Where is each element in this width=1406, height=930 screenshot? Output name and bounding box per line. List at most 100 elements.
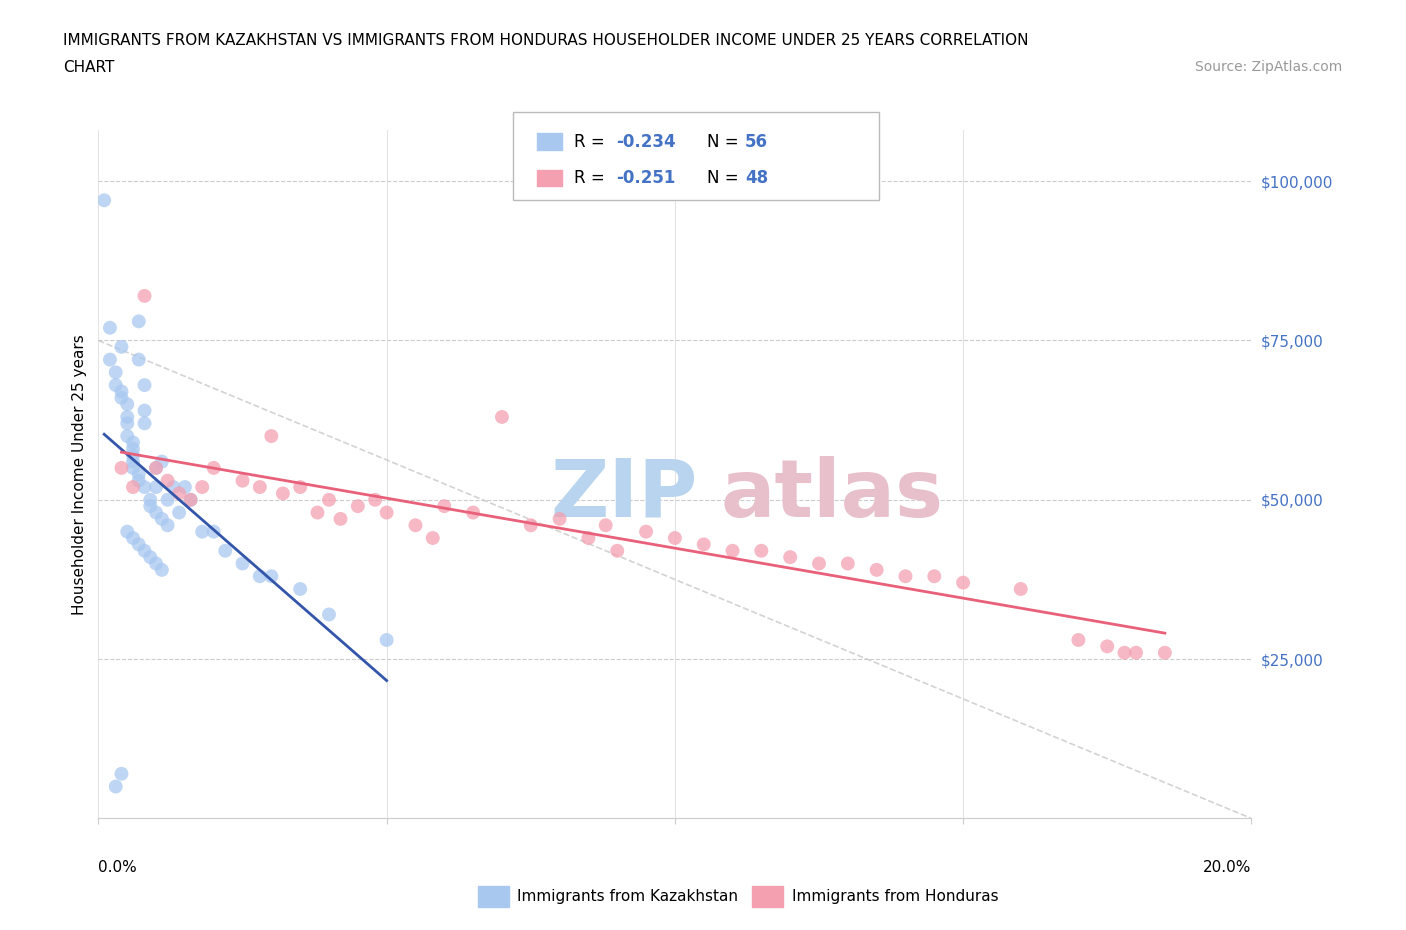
Point: [150, 512, 173, 526]
Point: [104, 378, 127, 392]
Point: [167, 505, 190, 520]
Point: [139, 550, 162, 565]
Text: CHART: CHART: [63, 60, 115, 75]
Point: [122, 480, 145, 495]
Point: [405, 518, 427, 533]
Point: [139, 492, 162, 507]
Point: [1067, 632, 1090, 647]
Point: [636, 525, 658, 539]
Point: [664, 531, 686, 546]
Text: -0.234: -0.234: [616, 133, 675, 151]
Point: [249, 480, 271, 495]
Point: [110, 391, 132, 405]
Point: [693, 537, 716, 551]
Point: [145, 556, 167, 571]
Text: Source: ZipAtlas.com: Source: ZipAtlas.com: [1195, 60, 1343, 74]
Point: [180, 492, 202, 507]
Point: [307, 505, 329, 520]
Point: [231, 473, 254, 488]
Point: [329, 512, 352, 526]
Point: [167, 486, 190, 501]
Point: [290, 581, 312, 596]
Point: [98, 352, 121, 367]
Point: [180, 492, 202, 507]
Point: [520, 518, 543, 533]
Point: [122, 454, 145, 469]
Point: [134, 288, 156, 303]
Point: [231, 556, 254, 571]
Point: [721, 543, 744, 558]
Point: [606, 543, 628, 558]
Point: [375, 632, 398, 647]
Point: [1125, 645, 1147, 660]
Point: [779, 550, 801, 565]
Text: 56: 56: [745, 133, 768, 151]
Point: [491, 409, 513, 424]
Point: [150, 454, 173, 469]
Point: [202, 460, 225, 475]
Point: [145, 460, 167, 475]
Point: [202, 525, 225, 539]
Point: [117, 429, 138, 444]
Point: [837, 556, 859, 571]
Text: 48: 48: [745, 169, 768, 187]
Point: [104, 779, 127, 794]
Point: [128, 467, 150, 482]
Point: [110, 384, 132, 399]
Point: [134, 403, 156, 418]
Point: [249, 569, 271, 584]
Point: [422, 531, 444, 546]
Point: [104, 365, 127, 379]
Point: [346, 498, 368, 513]
Point: [191, 525, 214, 539]
Point: [128, 352, 150, 367]
Point: [1153, 645, 1175, 660]
Point: [1010, 581, 1032, 596]
Point: [134, 416, 156, 431]
Text: atlas: atlas: [721, 456, 943, 534]
Point: [260, 569, 283, 584]
Point: [578, 531, 600, 546]
Point: [595, 518, 617, 533]
Point: [807, 556, 830, 571]
Point: [866, 563, 889, 578]
Point: [134, 378, 156, 392]
Point: [461, 505, 484, 520]
Text: Immigrants from Honduras: Immigrants from Honduras: [792, 889, 998, 904]
Point: [122, 435, 145, 450]
Point: [1097, 639, 1119, 654]
Point: [156, 473, 179, 488]
Point: [271, 486, 294, 501]
Point: [174, 480, 197, 495]
Text: 0.0%: 0.0%: [98, 859, 138, 875]
Point: [290, 480, 312, 495]
Text: N =: N =: [707, 133, 744, 151]
Point: [134, 543, 156, 558]
Point: [751, 543, 773, 558]
Point: [364, 492, 387, 507]
Point: [156, 518, 179, 533]
Point: [214, 543, 236, 558]
Point: [156, 492, 179, 507]
Point: [128, 314, 150, 329]
Point: [162, 480, 184, 495]
Point: [952, 575, 974, 590]
Point: [548, 512, 571, 526]
Point: [260, 429, 283, 444]
Point: [110, 460, 132, 475]
Point: [150, 563, 173, 578]
Point: [98, 320, 121, 335]
Point: [139, 498, 162, 513]
Text: Immigrants from Kazakhstan: Immigrants from Kazakhstan: [517, 889, 738, 904]
Point: [122, 447, 145, 462]
Text: -0.251: -0.251: [616, 169, 675, 187]
Point: [433, 498, 456, 513]
Point: [145, 460, 167, 475]
Point: [134, 480, 156, 495]
Point: [122, 442, 145, 457]
Point: [191, 480, 214, 495]
Point: [117, 525, 138, 539]
Point: [375, 505, 398, 520]
Point: [894, 569, 917, 584]
Point: [93, 193, 115, 207]
